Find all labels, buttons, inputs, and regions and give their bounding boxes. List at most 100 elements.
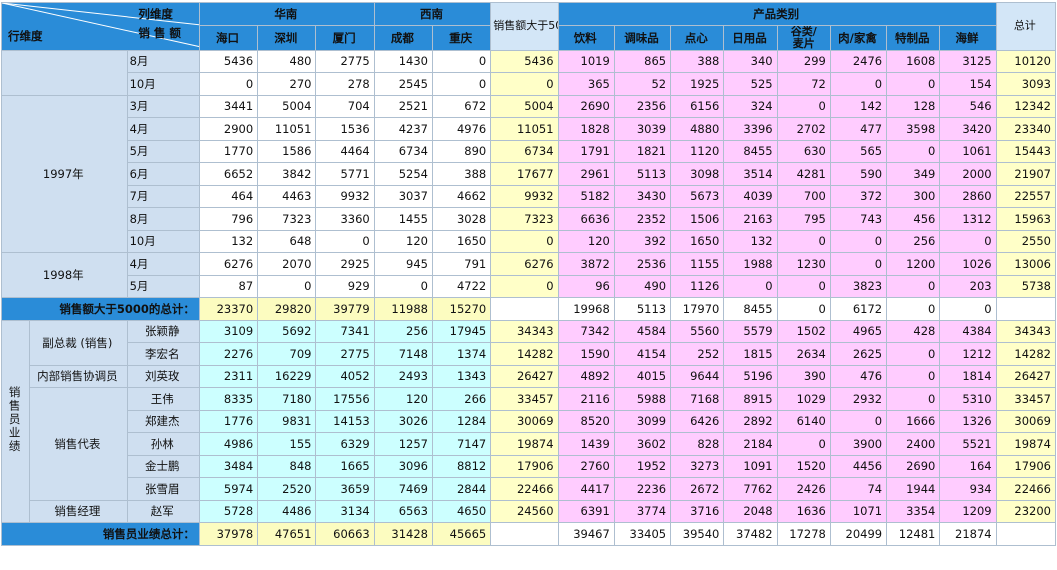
dimension-corner-header: 列维度 销 售 额 行维度 [1,2,200,51]
value-cell: 2690 [557,94,615,118]
value-cell: 3659 [315,477,375,501]
value-cell: 648 [257,229,317,253]
value-cell: 704 [315,94,375,118]
value-cell: 2116 [557,387,615,411]
value-cell: 2000 [939,162,997,186]
employee-section: 销售员业绩 副总裁 (销售) 张颖静 3109 5692 7341 256 17945 3434… [0,319,1057,523]
value-cell: 1828 [557,117,615,141]
value-cell: 546 [939,94,997,118]
employee-total-cell: 45665 [431,522,492,546]
value-cell: 525 [723,72,778,96]
value-cell: 796 [198,207,259,231]
value-cell: 0 [315,229,375,253]
value-cell: 1821 [613,139,672,163]
value-cell: 5254 [373,162,433,186]
col-dim-label: 列维度 [138,7,173,21]
value-cell: 4880 [670,117,725,141]
value-cell: 0 [776,94,831,118]
value-cell: 11051 [257,117,317,141]
value-cell: 4892 [557,364,615,388]
value-cell: 372 [829,184,888,208]
value-cell: 13006 [995,252,1057,276]
month-label: 10月 [126,72,200,96]
value-cell: 3093 [995,72,1057,96]
value-cell: 3602 [613,432,672,456]
time-row: 7月 464 4463 9932 3037 4662 9932 5182 3430 5673 403… [2,184,1057,208]
value-cell: 0 [198,72,259,96]
value-cell: 1608 [886,49,941,73]
value-cell: 2356 [613,94,672,118]
employee-name: 王伟 [126,387,200,411]
value-cell: 5004 [257,94,317,118]
sales-over-5000-total-header: 销售额大于5000的总计 [490,2,559,51]
value-cell: 1209 [939,499,997,523]
value-cell: 5728 [198,499,259,523]
value-cell: 4237 [373,117,433,141]
value-cell: 2634 [776,342,831,366]
value-cell: 4662 [431,184,492,208]
employee-row: 内部销售协调员 刘英玫 2311 16229 4052 2493 1343 26427 4892… [2,364,1057,388]
value-cell: 0 [431,72,492,96]
time-row: 10月 132 648 0 120 1650 0 120 392 1650 132 0 0 256 0 255… [2,229,1057,253]
value-cell: 256 [373,319,433,343]
employee-total-cell: 17278 [776,522,831,546]
value-cell: 392 [613,229,672,253]
product-header: 调味品 [613,24,672,51]
value-cell: 1650 [670,229,725,253]
value-cell: 934 [939,477,997,501]
month-label: 4月 [126,117,200,141]
value-cell: 1312 [939,207,997,231]
time-row: 4月 2900 11051 1536 4237 4976 11051 1828 3039 4880… [2,117,1057,141]
value-cell: 23340 [995,117,1057,141]
employee-row: 李宏名 2276 709 2775 7148 1374 14282 1590 4154 252 18… [2,342,1057,366]
value-cell: 6636 [557,207,615,231]
employee-row: 郑建杰 1776 9831 14153 3026 1284 30069 8520 3099 642… [2,409,1057,433]
value-cell: 8915 [723,387,778,411]
value-cell: 791 [431,252,492,276]
value-cell: 2276 [198,342,259,366]
sales-total-cell: 19968 [557,297,615,321]
value-cell: 743 [829,207,888,231]
value-cell: 7180 [257,387,317,411]
value-cell: 1520 [776,454,831,478]
value-cell: 278 [315,72,375,96]
value-cell: 5004 [490,94,559,118]
value-cell: 5771 [315,162,375,186]
value-cell: 33457 [995,387,1057,411]
value-cell: 1925 [670,72,725,96]
sales-total-cell: 11988 [373,297,433,321]
value-cell: 5196 [723,364,778,388]
crosstab-report: 列维度 销 售 额 行维度 华南 西南 销售额大于5000的总计 产品类别 总计… [0,2,1057,546]
value-cell: 2760 [557,454,615,478]
month-label: 5月 [126,274,200,298]
value-cell: 0 [373,274,433,298]
value-cell: 1944 [886,477,941,501]
value-cell: 428 [886,319,941,343]
value-cell: 4976 [431,117,492,141]
time-row: 8月 796 7323 3360 1455 3028 7323 6636 2352 1506 216… [2,207,1057,231]
region-south-header: 华南 [198,2,375,26]
value-cell: 1536 [315,117,375,141]
value-cell: 1200 [886,252,941,276]
value-cell: 11051 [490,117,559,141]
value-cell: 19874 [995,432,1057,456]
region-southwest-header: 西南 [373,2,492,26]
value-cell: 14282 [490,342,559,366]
value-cell: 8455 [723,139,778,163]
group-cell-blank [1,49,128,96]
product-header: 饮料 [557,24,615,51]
value-cell: 30069 [995,409,1057,433]
value-cell: 300 [886,184,941,208]
value-cell: 26427 [995,364,1057,388]
value-cell: 324 [723,94,778,118]
value-cell: 6276 [198,252,259,276]
value-cell: 4456 [829,454,888,478]
value-cell: 6734 [373,139,433,163]
value-cell: 17906 [490,454,559,478]
value-cell: 3098 [670,162,725,186]
value-cell: 0 [776,432,831,456]
value-cell: 22557 [995,184,1057,208]
employee-total-cell: 12481 [886,522,941,546]
role-coord: 内部销售协调员 [29,364,128,388]
value-cell: 2184 [723,432,778,456]
